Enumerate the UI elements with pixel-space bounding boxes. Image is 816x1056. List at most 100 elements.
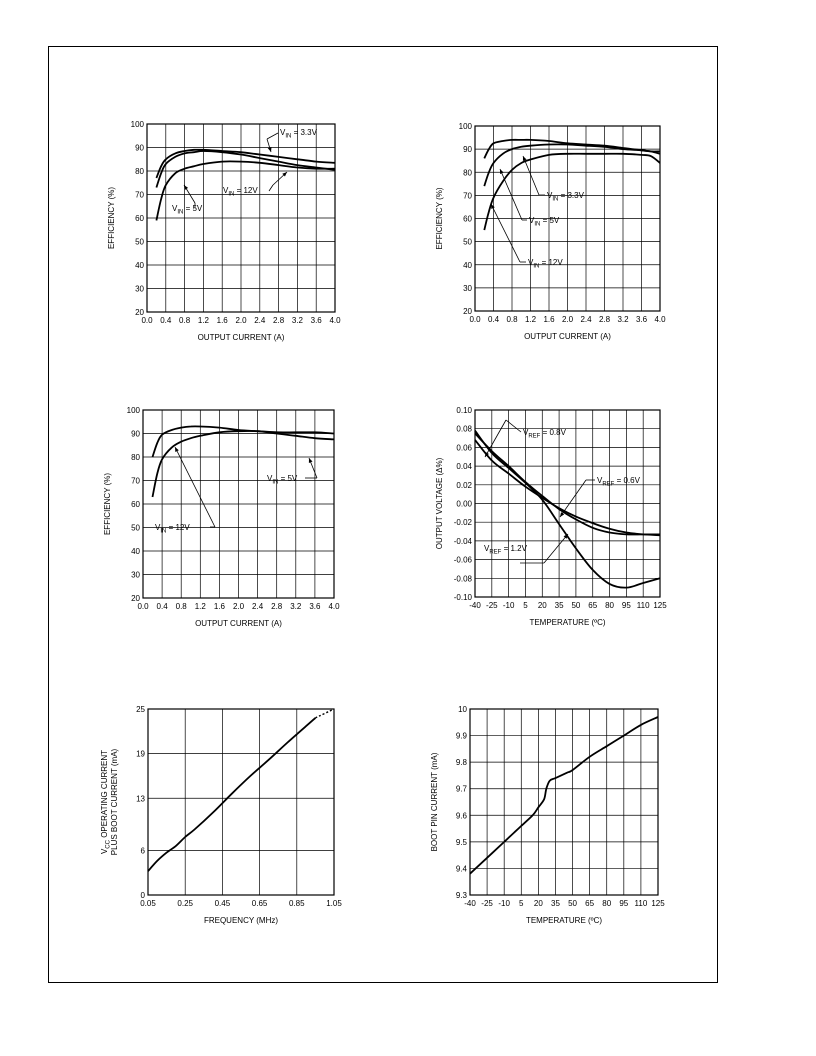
page-frame (48, 46, 718, 983)
y-tick-label: 90 (131, 430, 140, 439)
plot-border (147, 708, 335, 896)
x-tick-label: 1.2 (198, 316, 210, 325)
y-tick-label: -0.06 (454, 556, 473, 565)
x-tick-label: 65 (585, 899, 594, 908)
annotation-arrow-icon (184, 185, 189, 190)
annotation-leader-line (522, 155, 540, 196)
y-tick-label: 60 (463, 215, 472, 224)
y-tick-label: 9.4 (456, 864, 468, 873)
series-annotation: VIN = 12V (155, 446, 216, 535)
x-tick-label: 0.85 (289, 899, 305, 908)
y-tick-label: 100 (131, 120, 145, 129)
y-tick-label: 19 (136, 750, 145, 759)
y-axis-label: VCC OPERATING CURRENT (100, 750, 112, 854)
y-tick-label: 0.04 (456, 462, 472, 471)
x-tick-label: 0.0 (141, 316, 153, 325)
x-tick-label: 35 (551, 899, 560, 908)
x-axis-label: OUTPUT CURRENT (A) (524, 332, 611, 341)
x-tick-label: 110 (637, 601, 650, 610)
annotation-leader-line (505, 419, 522, 433)
grid (147, 708, 335, 896)
x-tick-label: 1.05 (326, 899, 342, 908)
annotation-label: VIN = 5V (529, 216, 560, 228)
series-line-0 (474, 432, 660, 536)
y-tick-label: 9.6 (456, 811, 468, 820)
series-line-1 (155, 150, 336, 188)
y-tick-label: 20 (135, 308, 144, 317)
plot-border (474, 409, 661, 598)
annotation-leader-line (266, 132, 279, 140)
annotation-label: VIN = 3.3V (280, 128, 318, 140)
y-tick-label: -0.08 (454, 574, 473, 583)
annotation-label: VREF = 1.2V (484, 544, 528, 556)
x-tick-label: 95 (619, 899, 628, 908)
x-tick-label: 0.4 (160, 316, 172, 325)
series-line-1 (474, 439, 661, 537)
x-tick-label: 0.05 (140, 899, 156, 908)
x-tick-label: 0.25 (177, 899, 193, 908)
y-tick-label: 70 (131, 477, 140, 486)
series-annotation: VREF = 0.6V (559, 476, 641, 518)
y-tick-label: 9.7 (456, 785, 468, 794)
y-tick-label: 80 (131, 453, 140, 462)
x-tick-label: 0.0 (137, 602, 149, 611)
plot-border (474, 125, 661, 312)
annotation-arrow-icon (500, 169, 504, 174)
y-tick-label: 40 (463, 261, 472, 270)
series-annotation: VIN = 5V (172, 184, 203, 216)
y-axis-label-line2: PLUS BOOT CURRENT (mA) (110, 748, 119, 855)
y-axis-label: BOOT PIN CURRENT (mA) (430, 752, 439, 851)
series-annotation: VIN = 12V (490, 203, 563, 270)
y-tick-label: 30 (131, 571, 140, 580)
y-tick-label: 70 (135, 191, 144, 200)
series-line-1 (151, 430, 335, 498)
annotation-arrow-icon (282, 172, 287, 177)
x-tick-label: 1.6 (214, 602, 226, 611)
x-tick-label: 0.45 (215, 899, 231, 908)
x-tick-label: 2.8 (599, 315, 611, 324)
y-tick-label: 100 (127, 406, 141, 415)
annotation-arrow-icon (485, 452, 489, 457)
x-tick-label: -25 (481, 899, 493, 908)
annotation-leader-line (484, 419, 507, 458)
y-tick-label: 60 (131, 500, 140, 509)
y-tick-label: 13 (136, 794, 145, 803)
annotation-leader-line (490, 203, 521, 263)
x-tick-label: 3.2 (617, 315, 629, 324)
x-tick-label: 1.2 (195, 602, 207, 611)
x-tick-label: 95 (622, 601, 631, 610)
x-tick-label: 2.8 (273, 316, 285, 325)
y-tick-label: 0 (141, 891, 146, 900)
y-tick-label: 80 (135, 167, 144, 176)
y-tick-label: 70 (463, 191, 472, 200)
x-tick-label: 80 (602, 899, 611, 908)
x-tick-label: 4.0 (328, 602, 340, 611)
annotation-arrow-icon (522, 156, 527, 161)
x-tick-label: 20 (538, 601, 547, 610)
y-tick-label: -0.04 (454, 537, 473, 546)
series-annotation: VIN = 3.3V (522, 155, 585, 203)
y-tick-label: 20 (463, 307, 472, 316)
y-tick-label: 9.3 (456, 891, 468, 900)
series-line-2 (474, 430, 661, 589)
annotation-leader-line (559, 479, 587, 518)
y-axis-label: OUTPUT VOLTAGE (Δ%) (435, 457, 444, 549)
x-tick-label: -10 (503, 601, 515, 610)
y-tick-label: 100 (459, 122, 473, 131)
annotation-leader-line (499, 168, 523, 221)
y-tick-label: 20 (131, 594, 140, 603)
x-tick-label: -40 (464, 899, 476, 908)
x-tick-label: 4.0 (329, 316, 341, 325)
x-tick-label: 2.0 (233, 602, 245, 611)
x-tick-label: 0.4 (488, 315, 500, 324)
series-annotation: VIN = 12V (223, 171, 288, 198)
y-tick-label: 30 (135, 285, 144, 294)
y-tick-label: 30 (463, 284, 472, 293)
x-tick-label: 2.0 (235, 316, 247, 325)
series-line-2 (483, 152, 661, 231)
y-tick-label: 50 (135, 238, 144, 247)
y-tick-label: 6 (141, 846, 146, 855)
y-tick-label: 9.9 (456, 732, 468, 741)
x-tick-label: -40 (469, 601, 481, 610)
x-tick-label: 0.8 (179, 316, 191, 325)
